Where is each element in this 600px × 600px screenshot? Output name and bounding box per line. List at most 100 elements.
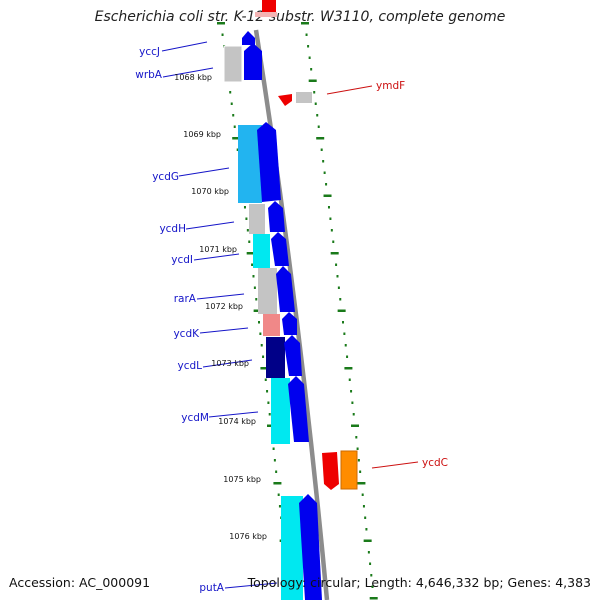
gene-label-putA[interactable]: putA bbox=[199, 582, 224, 594]
gene-arrow bbox=[284, 335, 302, 376]
tick-mark bbox=[344, 344, 347, 347]
scale-label: 1072 kbp bbox=[205, 302, 243, 311]
gene-label-yccJ[interactable]: yccJ bbox=[139, 46, 160, 58]
tick-mark bbox=[355, 436, 358, 439]
tick-mark bbox=[323, 194, 332, 197]
gene-arrow bbox=[271, 232, 289, 266]
tick-mark bbox=[273, 459, 276, 462]
tick-mark bbox=[246, 229, 249, 232]
tick-mark bbox=[367, 551, 370, 554]
tick-mark bbox=[251, 263, 254, 266]
scale-label: 1069 kbp bbox=[183, 130, 221, 139]
top-clipped-feature bbox=[262, 0, 276, 12]
tick-mark bbox=[252, 275, 255, 278]
tick-mark bbox=[232, 114, 235, 117]
tick-mark bbox=[316, 114, 319, 117]
gene-label-ymdF[interactable]: ymdF bbox=[376, 80, 405, 92]
tick-mark bbox=[266, 390, 269, 393]
tick-mark bbox=[236, 148, 239, 151]
tick-mark bbox=[327, 206, 330, 209]
tick-mark bbox=[342, 321, 345, 324]
tick-mark bbox=[344, 367, 353, 370]
tick-mark bbox=[268, 413, 271, 416]
tick-mark bbox=[350, 390, 353, 393]
tick-mark bbox=[267, 401, 270, 404]
scale-label: 1074 kbp bbox=[218, 417, 256, 426]
tick-mark bbox=[275, 470, 278, 473]
tick-mark bbox=[352, 413, 355, 416]
tick-mark bbox=[337, 309, 346, 312]
tick-mark bbox=[357, 482, 366, 485]
tick-mark bbox=[313, 91, 316, 94]
tick-mark bbox=[370, 574, 373, 577]
tick-mark bbox=[305, 33, 308, 36]
tick-mark bbox=[356, 447, 359, 450]
tick-mark bbox=[229, 91, 232, 94]
backbone-ring bbox=[253, 29, 330, 600]
tick-mark bbox=[216, 22, 225, 25]
tick-mark bbox=[361, 493, 364, 496]
tick-mark bbox=[329, 217, 332, 220]
tick-mark bbox=[330, 252, 339, 255]
scale-label: 1071 kbp bbox=[199, 245, 237, 254]
tick-mark bbox=[337, 286, 340, 289]
scale-label: 1068 kbp bbox=[174, 73, 212, 82]
tick-mark bbox=[310, 68, 313, 71]
tick-mark bbox=[359, 470, 362, 473]
tick-mark bbox=[364, 516, 367, 519]
tick-mark bbox=[371, 585, 374, 588]
tick-mark bbox=[258, 321, 261, 324]
gene-label-ycdH[interactable]: ycdH bbox=[159, 223, 186, 235]
tick-mark bbox=[255, 298, 258, 301]
tick-mark bbox=[357, 459, 360, 462]
gene-label-ycdI[interactable]: ycdI bbox=[171, 254, 193, 266]
tick-mark bbox=[230, 102, 233, 105]
tick-mark bbox=[278, 505, 281, 508]
tick-mark bbox=[272, 447, 275, 450]
tick-mark bbox=[323, 171, 326, 174]
gc-box bbox=[223, 45, 243, 83]
gc-box bbox=[263, 314, 280, 336]
tick-mark bbox=[260, 367, 269, 370]
gene-label-ycdK[interactable]: ycdK bbox=[173, 328, 200, 340]
tick-mark bbox=[362, 505, 365, 508]
tick-mark bbox=[351, 401, 354, 404]
tick-mark bbox=[308, 79, 317, 82]
gene-label-ycdG[interactable]: ycdG bbox=[152, 171, 179, 183]
tick-mark bbox=[317, 125, 320, 128]
tick-mark bbox=[232, 137, 241, 140]
tick-mark bbox=[221, 33, 224, 36]
gene-label-ycdC[interactable]: ycdC bbox=[422, 457, 448, 469]
gene-label-ycdM[interactable]: ycdM bbox=[181, 412, 209, 424]
tick-mark bbox=[277, 493, 280, 496]
tick-mark bbox=[351, 424, 360, 427]
scale-label: 1075 kbp bbox=[223, 475, 261, 484]
tick-mark bbox=[233, 125, 236, 128]
gc-box bbox=[271, 378, 290, 444]
gene-arrow bbox=[278, 94, 292, 106]
gene-label-ycdL[interactable]: ycdL bbox=[177, 360, 202, 372]
tick-mark bbox=[335, 263, 338, 266]
tick-mark bbox=[365, 528, 368, 531]
gene-label-wrbA[interactable]: wrbA bbox=[135, 69, 163, 81]
tick-mark bbox=[314, 102, 317, 105]
tick-mark bbox=[336, 275, 339, 278]
tick-mark bbox=[348, 378, 351, 381]
gc-box bbox=[258, 268, 277, 314]
tick-mark bbox=[316, 137, 325, 140]
scale-label: 1073 kbp bbox=[211, 359, 249, 368]
gene-label-rarA[interactable]: rarA bbox=[174, 293, 197, 305]
gene-arrow bbox=[322, 452, 339, 490]
gene-arrow bbox=[242, 31, 255, 45]
tick-mark bbox=[262, 355, 265, 358]
tick-mark bbox=[322, 160, 325, 163]
gc-box bbox=[281, 496, 303, 600]
gc-box bbox=[266, 337, 285, 378]
gene-arrow bbox=[282, 312, 297, 335]
tick-mark bbox=[264, 378, 267, 381]
gc-box bbox=[253, 234, 270, 268]
tick-mark bbox=[248, 240, 251, 243]
tick-mark bbox=[253, 309, 262, 312]
tick-mark bbox=[346, 355, 349, 358]
